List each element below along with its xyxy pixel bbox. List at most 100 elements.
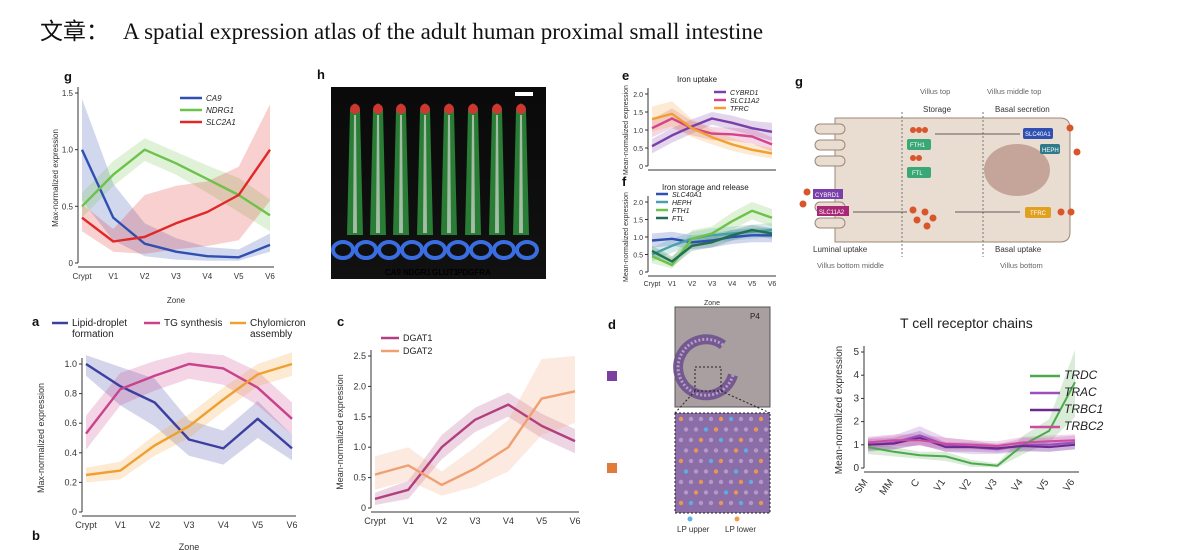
- y-tick-label: 0.5: [633, 146, 643, 153]
- panel-letter-a: a: [32, 314, 40, 329]
- panel-t-cell-line-chart: 0 1 2 3 4 5 SM MM C V1 V2 V3 V4 V5 V6 Mean-normalized e…: [834, 315, 1104, 497]
- villus-tip: [444, 104, 454, 114]
- tissue-spot: [708, 458, 714, 464]
- tissue-spot: [703, 448, 709, 453]
- confidence-band-0: [375, 392, 575, 505]
- tissue-spot: [738, 500, 744, 506]
- series-line-0: [651, 234, 772, 244]
- label-basal-secretion: Basal secretion: [995, 105, 1050, 114]
- tissue-spot: [748, 437, 754, 443]
- chart-title: Iron uptake: [677, 75, 718, 84]
- villus-tip: [420, 104, 430, 114]
- tissue-spot: [728, 500, 734, 506]
- legend-label: TRBC1: [1064, 402, 1103, 416]
- tissue-spot: [758, 479, 764, 485]
- tissue-spot: [698, 437, 704, 443]
- y-tick-label: 0: [72, 507, 77, 517]
- confidence-band-1: [375, 356, 575, 496]
- x-tick-label: V2: [149, 520, 160, 530]
- y-tick-label: 1.0: [353, 442, 366, 452]
- x-tick-label: V4: [1010, 477, 1026, 494]
- tissue-spot: [703, 469, 709, 474]
- marker-upper: [607, 371, 617, 381]
- tissue-spot: [753, 490, 759, 495]
- tissue-spot: [718, 479, 724, 485]
- tissue-spot: [733, 469, 739, 474]
- villus-core: [495, 115, 499, 233]
- legend-label: TRAC: [1064, 385, 1097, 399]
- villus-core: [353, 115, 357, 233]
- y-tick-label: 2.0: [633, 92, 643, 99]
- y-tick-label: 2.5: [353, 351, 366, 361]
- series-line-3: [867, 439, 1076, 447]
- marker-lower: [607, 463, 617, 473]
- y-tick-label: 0.2: [64, 477, 77, 487]
- panel-letter-g: g: [64, 69, 72, 84]
- crypt: [446, 240, 470, 260]
- legend-ca9: CA9: [385, 268, 402, 277]
- x-tick-label: Crypt: [644, 281, 661, 288]
- x-axis-label: Zone: [179, 542, 200, 550]
- tissue-spot: [733, 448, 739, 453]
- stain-legend: CA9 NDGR1 GLUT1 PDGFRA: [385, 268, 491, 277]
- tissue-spot: [688, 458, 694, 464]
- tissue-spot: [748, 416, 754, 422]
- tissue-spot: [678, 479, 684, 485]
- tissue-spot: [683, 448, 689, 453]
- x-tick-label: V2: [436, 516, 447, 526]
- x-axis-label: Zone: [167, 296, 186, 305]
- villus-tip: [396, 104, 406, 114]
- legend-label: SLC40A1: [672, 192, 702, 199]
- zoom-box: [694, 366, 722, 392]
- x-tick-label: Crypt: [364, 516, 386, 526]
- legend-label: assembly: [250, 329, 292, 340]
- y-axis-label: Max-normalized expression: [36, 383, 46, 493]
- article-title-text: A spatial expression atlas of the adult …: [123, 19, 764, 44]
- legend-glut1: GLUT1: [432, 268, 459, 277]
- tissue-spot: [748, 479, 754, 485]
- label-basal-uptake: Basal uptake: [995, 245, 1042, 254]
- y-tick-label: 4: [853, 370, 859, 381]
- y-tick-label: 0: [639, 164, 643, 171]
- tissue-spot: [703, 490, 709, 495]
- zoom-line-2: [720, 390, 771, 414]
- y-tick-label: 0: [639, 270, 643, 277]
- x-axis-label: Zone: [704, 300, 720, 307]
- iron-ions: [799, 124, 1081, 230]
- series-line-2: [651, 209, 773, 267]
- x-tick-label: V6: [1061, 477, 1077, 494]
- legend-label: CA9: [206, 94, 222, 103]
- villus-tip: [516, 104, 526, 114]
- x-tick-label: Crypt: [75, 520, 97, 530]
- tissue-spot: [763, 448, 769, 453]
- tissue-spot: [723, 469, 729, 474]
- villus-core: [423, 115, 427, 233]
- y-tick-label: 1.5: [62, 89, 74, 98]
- slc40a1-transporter: [1023, 128, 1053, 139]
- legend-label: DGAT2: [403, 346, 432, 356]
- series-line-0: [80, 149, 271, 259]
- legend-lp-lower: LP lower: [725, 525, 756, 534]
- crypt: [354, 240, 378, 260]
- tissue-spot: [748, 500, 754, 506]
- label-villus-top: Villus top: [920, 87, 950, 96]
- confidence-band-1: [652, 108, 772, 152]
- y-tick-label: 0: [853, 463, 859, 474]
- tissue-spot: [688, 416, 694, 422]
- legend-pdgfra: PDGFRA: [457, 268, 491, 277]
- x-tick-label: V3: [183, 520, 194, 530]
- tissue-spot: [683, 490, 689, 495]
- tissue-spot: [738, 479, 744, 485]
- y-tick-label: 1.0: [633, 235, 643, 242]
- article-prefix: 文章：: [40, 19, 109, 44]
- tissue-spot: [713, 427, 719, 432]
- tissue-spot: [703, 427, 709, 432]
- x-tick-label: V6: [768, 281, 777, 288]
- panel-letter-e: e: [622, 68, 629, 83]
- tissue-spot: [678, 416, 684, 422]
- label-villus-bottom: Villus bottom: [1000, 261, 1043, 270]
- y-tick-label: 0.5: [633, 253, 643, 260]
- legend-label: NDRG1: [206, 106, 234, 115]
- tissue-spot: [743, 427, 749, 432]
